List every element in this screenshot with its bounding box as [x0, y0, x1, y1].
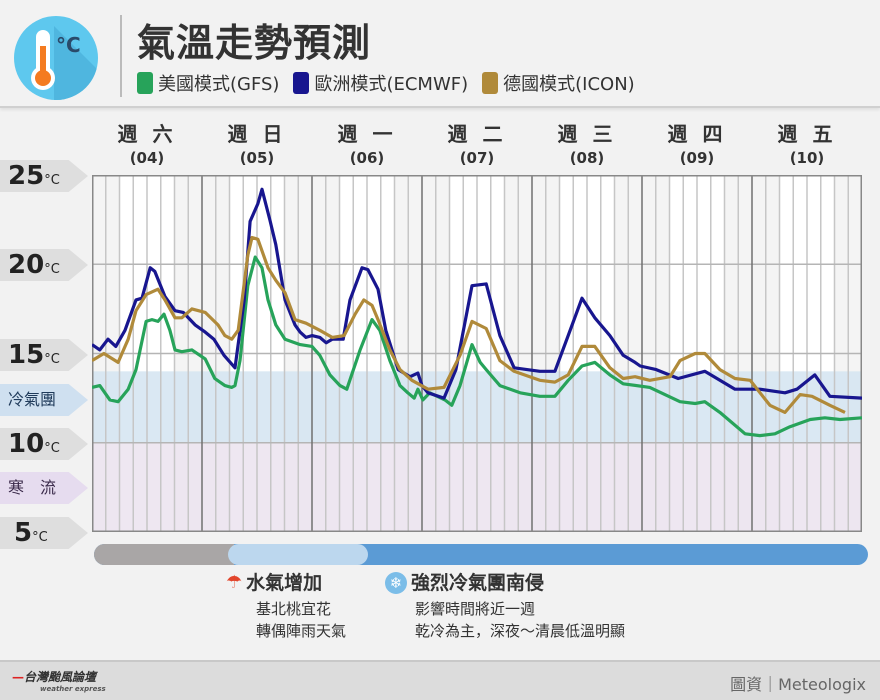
series-line	[92, 187, 862, 400]
y-tick-20: 20°C	[0, 249, 88, 281]
footer: —台灣颱風論壇 weather express 圖資｜Meteologix	[0, 660, 880, 700]
weekday: 週 四	[667, 122, 727, 146]
tick-value: 5	[14, 518, 33, 548]
day-label: 週 三 (08)	[532, 118, 642, 167]
date: (09)	[679, 149, 715, 167]
legend: 美國模式(GFS) 歐洲模式(ECMWF) 德國模式(ICON)	[137, 70, 635, 96]
tick-value: 25	[8, 161, 45, 191]
tick-unit: °C	[32, 530, 48, 545]
date: (10)	[789, 149, 825, 167]
date: (06)	[349, 149, 385, 167]
timeline-segment-current	[94, 544, 234, 565]
tick-value: 10	[8, 429, 45, 459]
weekday: 週 二	[447, 122, 507, 146]
rain-umbrella-icon: ☂	[226, 572, 243, 593]
header: °C 氣溫走勢預測 美國模式(GFS) 歐洲模式(ECMWF) 德國模式(ICO…	[0, 0, 880, 108]
credit: 圖資｜Meteologix	[730, 675, 866, 694]
legend-swatch	[482, 72, 499, 94]
day-label: 週 日 (05)	[202, 118, 312, 167]
legend-swatch	[137, 72, 153, 94]
date: (04)	[129, 149, 165, 167]
weekday: 週 五	[777, 122, 837, 146]
date: (07)	[459, 149, 495, 167]
brand-logo: —台灣颱風論壇 weather express	[12, 670, 106, 693]
tick-value: 15	[8, 340, 45, 370]
timeline-segment-moisture	[228, 544, 368, 565]
thermometer-celsius-icon: °C	[14, 16, 98, 100]
weekday: 週 一	[337, 122, 397, 146]
page-title: 氣溫走勢預測	[137, 21, 372, 65]
legend-label: 德國模式(ICON)	[503, 74, 635, 95]
header-divider	[120, 15, 122, 97]
note-line: 基北桃宜花	[256, 600, 332, 618]
timeline-bar	[94, 544, 868, 565]
y-tick-15: 15°C	[0, 339, 88, 371]
band-label-cold-air-mass: 冷氣團	[0, 384, 88, 416]
note-title: 水氣增加	[246, 572, 323, 594]
tick-unit: °C	[44, 262, 60, 277]
legend-label: 歐洲模式(ECMWF)	[314, 74, 469, 95]
weekday: 週 三	[557, 122, 617, 146]
snowflake-icon: ❄	[385, 572, 407, 594]
series-line	[92, 255, 862, 438]
weekday: 週 日	[227, 122, 287, 146]
weekday: 週 六	[117, 122, 177, 146]
tick-value: 20	[8, 250, 45, 280]
note-cold-air: ❄ 強烈冷氣團南侵 影響時間將近一週 乾冷為主，深夜～清晨低溫明顯	[385, 572, 625, 642]
y-tick-10: 10°C	[0, 428, 88, 460]
legend-label: 美國模式(GFS)	[158, 74, 280, 95]
note-line: 乾冷為主，深夜～清晨低溫明顯	[415, 622, 626, 640]
legend-swatch	[293, 72, 310, 94]
note-line: 影響時間將近一週	[415, 600, 536, 618]
tick-unit: °C	[44, 441, 60, 456]
y-tick-25: 25°C	[0, 160, 88, 192]
brand-subtitle: weather express	[40, 685, 106, 693]
series-line	[92, 235, 846, 414]
day-label: 週 四 (09)	[642, 118, 752, 167]
note-moisture: ☂ 水氣增加 基北桃宜花 轉偶陣雨天氣	[226, 572, 346, 642]
day-label: 週 五 (10)	[752, 118, 862, 167]
svg-text:°C: °C	[56, 33, 81, 57]
date: (08)	[569, 149, 605, 167]
plot-border	[92, 175, 862, 532]
legend-item-ecmwf: 歐洲模式(ECMWF)	[293, 70, 468, 96]
tick-unit: °C	[44, 352, 60, 367]
note-line: 轉偶陣雨天氣	[256, 622, 347, 640]
date: (05)	[239, 149, 275, 167]
note-title: 強烈冷氣團南侵	[411, 572, 545, 594]
legend-item-icon: 德國模式(ICON)	[482, 70, 635, 96]
day-label: 週 一 (06)	[312, 118, 422, 167]
brand-name: 台灣颱風論壇	[24, 670, 97, 684]
day-label: 週 二 (07)	[422, 118, 532, 167]
day-label: 週 六 (04)	[92, 118, 202, 167]
temperature-chart	[92, 175, 862, 532]
y-tick-5: 5°C	[0, 517, 88, 549]
tick-unit: °C	[44, 173, 60, 188]
legend-item-gfs: 美國模式(GFS)	[137, 70, 279, 96]
day-labels: 週 六 (04) 週 日 (05) 週 一 (06) 週 二 (07) 週 三 (08) …	[92, 118, 862, 167]
band-label-cold-surge: 寒 流	[0, 472, 88, 504]
